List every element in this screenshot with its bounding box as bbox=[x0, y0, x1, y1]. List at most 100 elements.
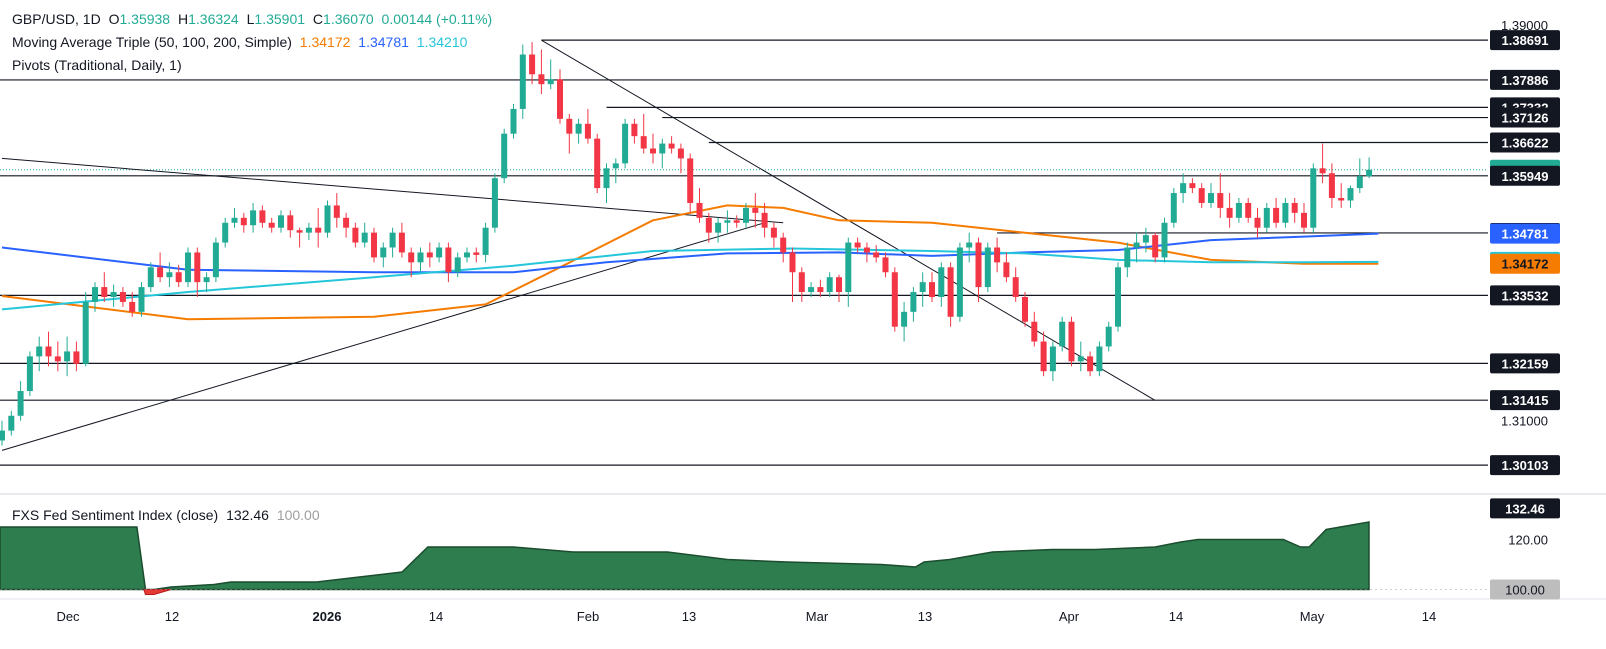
candle-32 bbox=[296, 227, 303, 248]
candle-121 bbox=[1124, 242, 1131, 278]
candle-body bbox=[910, 292, 917, 312]
ma50-value: 1.34172 bbox=[299, 34, 351, 50]
candle-9 bbox=[82, 292, 89, 367]
candle-body bbox=[929, 282, 935, 297]
ma-200-line bbox=[1, 247, 1379, 311]
candle-107 bbox=[994, 237, 1001, 273]
candle-body bbox=[157, 267, 164, 278]
candle-body bbox=[17, 391, 24, 416]
candle-body bbox=[101, 287, 108, 297]
candle-0 bbox=[0, 420, 5, 446]
price-label-bg bbox=[1490, 223, 1560, 244]
candle-106 bbox=[984, 242, 991, 293]
x-tick-8: Apr bbox=[1059, 609, 1080, 624]
price-label-bg bbox=[1490, 253, 1560, 274]
ma-50-line bbox=[1, 204, 1379, 321]
candle-body bbox=[352, 227, 359, 243]
candle-body bbox=[798, 272, 805, 293]
candle-body bbox=[650, 148, 656, 154]
candle-body bbox=[715, 222, 722, 233]
candle-134 bbox=[1245, 198, 1252, 223]
close-value: 1.36070 bbox=[323, 11, 374, 27]
change-value: 0.00144 (+0.11%) bbox=[381, 11, 493, 27]
price-label-ma100-8: 1.34781 bbox=[1490, 223, 1560, 244]
candle-body bbox=[1068, 321, 1075, 362]
candle-body bbox=[780, 237, 787, 253]
high-label: H bbox=[177, 11, 189, 27]
candle-113 bbox=[1049, 341, 1056, 382]
candle-body bbox=[54, 356, 61, 362]
candle-body bbox=[743, 207, 749, 223]
price-label-bg bbox=[1490, 165, 1560, 186]
candle-body bbox=[826, 277, 833, 293]
candle-127 bbox=[1180, 173, 1187, 203]
candle-body bbox=[473, 252, 480, 255]
candle-37 bbox=[343, 212, 350, 238]
candle-body bbox=[1142, 235, 1149, 243]
candle-69 bbox=[640, 113, 647, 154]
sentiment-base-bg bbox=[1490, 579, 1560, 600]
candle-body bbox=[975, 242, 982, 288]
candle-body bbox=[426, 252, 433, 258]
candle-body bbox=[529, 54, 536, 75]
candle-body bbox=[454, 257, 461, 273]
candle-body bbox=[1133, 242, 1140, 248]
candle-81 bbox=[752, 193, 759, 228]
candle-126 bbox=[1170, 188, 1177, 228]
candle-body bbox=[1059, 321, 1066, 347]
candle-75 bbox=[696, 188, 703, 223]
candle-146 bbox=[1356, 158, 1363, 194]
candle-body bbox=[1180, 183, 1187, 194]
candle-110 bbox=[1022, 292, 1028, 327]
candle-66 bbox=[612, 158, 619, 184]
legend-symbol-row: GBP/USD, 1D O1.35938 H1.36324 L1.35901 C… bbox=[12, 9, 496, 29]
symbol-title: GBP/USD, 1D bbox=[12, 11, 101, 27]
price-label-pivot-13: 1.31415 bbox=[1490, 390, 1560, 411]
price-label-pivot-12: 1.32159 bbox=[1490, 353, 1560, 374]
candle-2 bbox=[17, 381, 24, 421]
ma-100-line bbox=[1, 232, 1379, 274]
candle-45 bbox=[417, 247, 424, 273]
trend-lines bbox=[1, 39, 1156, 451]
price-label-text: 1.31415 bbox=[1502, 393, 1549, 408]
candle-body bbox=[1328, 173, 1335, 199]
candle-body bbox=[612, 163, 619, 169]
x-tick-1: 12 bbox=[165, 609, 179, 624]
candle-104 bbox=[966, 232, 973, 263]
candle-137 bbox=[1273, 198, 1280, 228]
candle-58 bbox=[538, 49, 545, 95]
price-label-bg bbox=[1490, 132, 1560, 153]
candle-body bbox=[1031, 321, 1038, 342]
candle-body bbox=[1105, 326, 1112, 347]
price-label-bg bbox=[1490, 69, 1560, 90]
candle-42 bbox=[389, 227, 396, 258]
x-tick-9: 14 bbox=[1169, 609, 1183, 624]
trend-line-0 bbox=[1, 157, 784, 224]
candle-body bbox=[138, 287, 145, 312]
candle-body bbox=[836, 277, 842, 293]
y-tick-0: 1.39000 bbox=[1501, 18, 1548, 33]
candle-94 bbox=[873, 245, 880, 263]
candle-132 bbox=[1226, 193, 1233, 228]
price-label-bg bbox=[1490, 107, 1560, 128]
candle-145 bbox=[1347, 185, 1354, 208]
candle-body bbox=[1226, 207, 1233, 218]
candle-3 bbox=[26, 351, 33, 396]
candle-33 bbox=[305, 222, 312, 241]
candle-body bbox=[268, 222, 275, 228]
candle-112 bbox=[1040, 331, 1047, 377]
candle-body bbox=[296, 230, 303, 233]
candle-19 bbox=[175, 264, 182, 288]
candle-65 bbox=[603, 163, 610, 203]
candle-body bbox=[8, 415, 15, 431]
candle-body bbox=[1263, 207, 1270, 228]
candle-139 bbox=[1291, 198, 1298, 223]
candle-body bbox=[696, 202, 703, 218]
candle-body bbox=[1282, 202, 1289, 223]
candle-body bbox=[380, 247, 387, 258]
candle-body bbox=[1115, 267, 1121, 327]
candle-body bbox=[659, 143, 666, 154]
candle-28 bbox=[259, 205, 266, 228]
price-label-text: 1.34781 bbox=[1502, 227, 1549, 242]
candle-92 bbox=[854, 237, 861, 253]
